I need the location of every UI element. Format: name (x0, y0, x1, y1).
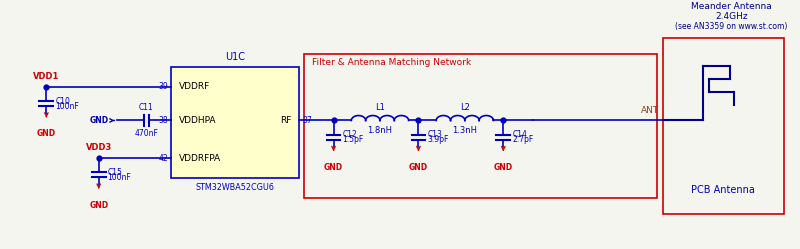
Text: 2.7pF: 2.7pF (512, 135, 534, 144)
Text: 470nF: 470nF (134, 129, 158, 138)
Text: STM32WBA52CGU6: STM32WBA52CGU6 (195, 183, 274, 192)
Text: C12: C12 (342, 130, 358, 139)
Text: 37: 37 (302, 116, 312, 125)
Text: GND: GND (90, 116, 109, 125)
Text: GND: GND (324, 163, 343, 172)
Text: 100nF: 100nF (107, 173, 131, 182)
Text: GND: GND (37, 129, 56, 138)
Text: PCB Antenna: PCB Antenna (691, 185, 755, 195)
Text: Meander Antenna: Meander Antenna (691, 2, 772, 11)
Text: VDDRF: VDDRF (178, 82, 210, 91)
Text: 3.9pF: 3.9pF (427, 135, 449, 144)
Text: 1.3nH: 1.3nH (452, 126, 478, 135)
Text: 42: 42 (158, 154, 168, 163)
Text: U1C: U1C (225, 52, 245, 62)
Text: ANT: ANT (641, 106, 659, 115)
Text: (see AN3359 on www.st.com): (see AN3359 on www.st.com) (675, 21, 787, 31)
Text: C11: C11 (138, 103, 154, 112)
Text: VDD1: VDD1 (33, 72, 59, 81)
Text: C14: C14 (512, 130, 527, 139)
Text: GND: GND (409, 163, 428, 172)
Text: C13: C13 (427, 130, 442, 139)
Text: 2.4GHz: 2.4GHz (715, 12, 748, 21)
Text: VDDRFPA: VDDRFPA (178, 154, 221, 163)
Text: 38: 38 (158, 116, 168, 125)
Text: Filter & Antenna Matching Network: Filter & Antenna Matching Network (312, 58, 471, 67)
Text: C10: C10 (55, 97, 70, 106)
FancyBboxPatch shape (170, 67, 299, 178)
Text: 1.8nH: 1.8nH (367, 126, 393, 135)
Text: L2: L2 (460, 103, 470, 112)
Text: 1.5pF: 1.5pF (342, 135, 364, 144)
Text: C15: C15 (107, 168, 122, 177)
Text: RF: RF (280, 116, 291, 125)
Text: GND: GND (89, 200, 108, 210)
Text: VDD3: VDD3 (86, 143, 112, 152)
Text: 39: 39 (158, 82, 168, 91)
Text: L1: L1 (375, 103, 385, 112)
Text: VDDHPA: VDDHPA (178, 116, 216, 125)
Text: 100nF: 100nF (55, 102, 79, 111)
Text: GND: GND (494, 163, 513, 172)
